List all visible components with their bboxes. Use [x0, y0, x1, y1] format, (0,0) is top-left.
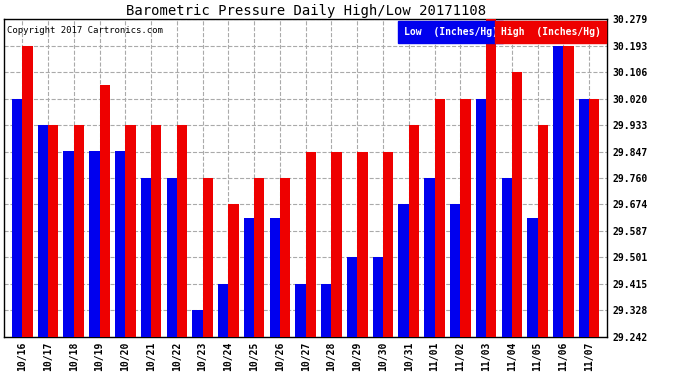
Bar [373, 257, 383, 337]
Bar [306, 152, 316, 337]
Bar [357, 152, 368, 337]
Bar [460, 99, 471, 337]
Bar [512, 72, 522, 337]
Bar [115, 151, 126, 337]
Bar [48, 125, 58, 337]
Bar [424, 177, 435, 337]
Bar [564, 46, 573, 337]
Bar [280, 177, 290, 337]
Bar [527, 218, 538, 337]
Legend: Low  (Inches/Hg), High  (Inches/Hg): Low (Inches/Hg), High (Inches/Hg) [399, 24, 602, 39]
Bar [254, 177, 264, 337]
Bar [435, 99, 445, 337]
Bar [579, 99, 589, 337]
Bar [63, 151, 74, 337]
Bar [589, 99, 600, 337]
Bar [347, 257, 357, 337]
Bar [166, 177, 177, 337]
Bar [38, 124, 48, 337]
Bar [177, 125, 187, 337]
Bar [126, 125, 136, 337]
Bar [295, 284, 306, 337]
Bar [193, 310, 203, 337]
Bar [99, 85, 110, 337]
Bar [486, 20, 496, 337]
Bar [244, 218, 254, 337]
Title: Barometric Pressure Daily High/Low 20171108: Barometric Pressure Daily High/Low 20171… [126, 4, 486, 18]
Bar [538, 125, 548, 337]
Bar [476, 99, 486, 337]
Bar [502, 177, 512, 337]
Bar [22, 46, 32, 337]
Bar [228, 204, 239, 337]
Bar [151, 125, 161, 337]
Bar [89, 151, 99, 337]
Bar [331, 152, 342, 337]
Bar [450, 204, 460, 337]
Bar [553, 46, 564, 337]
Bar [141, 177, 151, 337]
Bar [74, 125, 84, 337]
Bar [398, 204, 408, 337]
Bar [270, 218, 280, 337]
Bar [383, 152, 393, 337]
Bar [321, 284, 331, 337]
Bar [408, 125, 419, 337]
Bar [203, 177, 213, 337]
Bar [218, 284, 228, 337]
Text: Copyright 2017 Cartronics.com: Copyright 2017 Cartronics.com [7, 26, 163, 34]
Bar [12, 99, 22, 337]
